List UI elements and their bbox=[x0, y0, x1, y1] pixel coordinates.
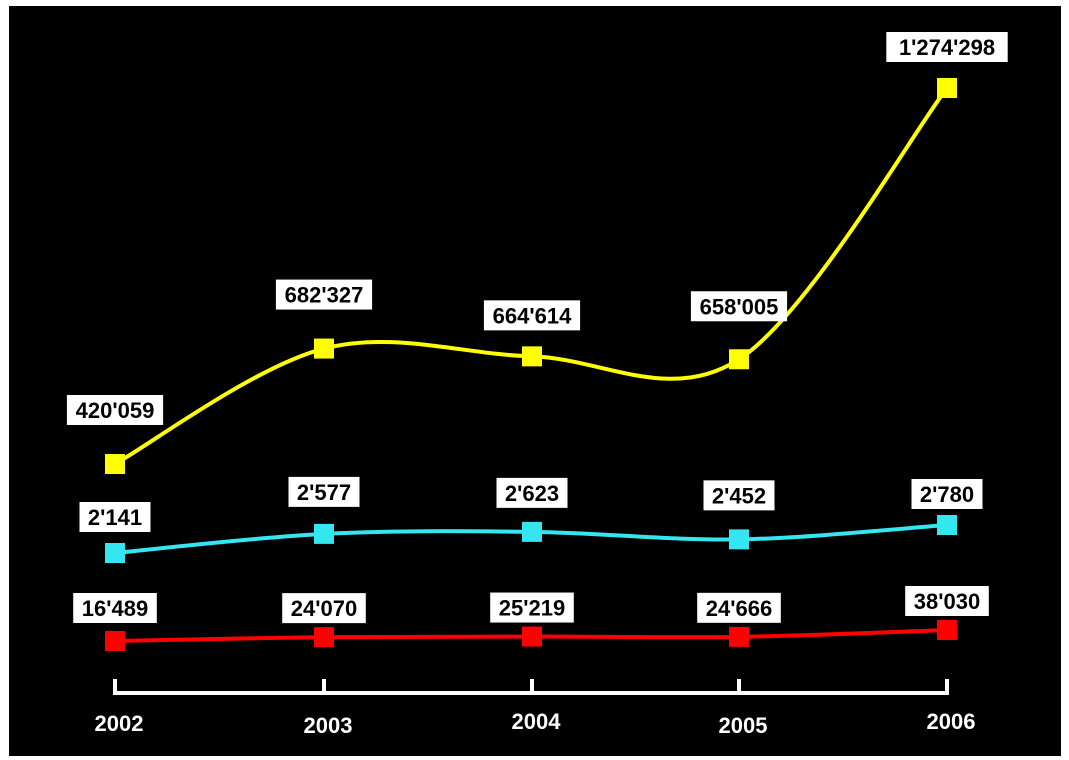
line-chart: 420'059 682'327 664'614 658'005 1'274'298 2'1… bbox=[66, 32, 1008, 738]
series-3-marker bbox=[105, 631, 125, 651]
series-2-marker bbox=[314, 523, 334, 544]
series-3-marker bbox=[729, 626, 749, 647]
data-label: 16'489 bbox=[82, 596, 148, 621]
data-label-background bbox=[288, 476, 360, 507]
series-3-marker bbox=[937, 620, 957, 640]
data-label: 664'614 bbox=[493, 303, 572, 328]
series-1-marker bbox=[937, 78, 957, 98]
data-label: 682'327 bbox=[285, 283, 364, 308]
data-label: 658'005 bbox=[700, 294, 779, 319]
data-label: 2'623 bbox=[505, 481, 559, 506]
data-label: 24'070 bbox=[291, 596, 357, 621]
x-tick-label: 2006 bbox=[927, 709, 976, 734]
series-2-marker bbox=[729, 529, 749, 550]
series-1-marker bbox=[522, 346, 542, 367]
data-label-background bbox=[73, 593, 157, 623]
series-2-marker bbox=[522, 521, 542, 542]
series-1-line bbox=[114, 86, 949, 466]
data-label-background bbox=[483, 300, 581, 331]
data-label-background bbox=[79, 502, 151, 532]
x-tick-label: 2005 bbox=[719, 713, 768, 738]
data-label: 25'219 bbox=[499, 596, 565, 621]
data-label: 2'452 bbox=[712, 483, 766, 508]
data-label-background bbox=[703, 480, 775, 511]
chart-frame: 420'059 682'327 664'614 658'005 1'274'298 2'1… bbox=[9, 6, 1061, 756]
data-label: 2'577 bbox=[297, 480, 351, 505]
data-label-background bbox=[275, 279, 373, 310]
x-tick-label: 2004 bbox=[512, 709, 562, 734]
series-2-marker bbox=[937, 515, 957, 535]
x-tick-label: 2002 bbox=[95, 711, 144, 736]
data-label-background bbox=[905, 586, 989, 616]
data-label-background bbox=[886, 32, 1008, 62]
series-3-marker bbox=[522, 626, 542, 647]
data-label-background bbox=[490, 592, 574, 623]
data-label-background bbox=[697, 592, 781, 623]
x-tick-label: 2003 bbox=[304, 713, 353, 738]
data-label: 2'780 bbox=[920, 482, 974, 507]
series-3-marker bbox=[314, 627, 334, 648]
data-label-background bbox=[496, 477, 568, 508]
data-label-background bbox=[690, 291, 788, 322]
series-2-marker bbox=[105, 543, 125, 563]
data-label: 38'030 bbox=[914, 589, 980, 614]
data-label-background bbox=[911, 479, 983, 509]
series-1-marker bbox=[314, 338, 334, 359]
data-label: 2'141 bbox=[88, 505, 142, 530]
data-label-background bbox=[282, 593, 366, 624]
series-1-marker bbox=[729, 349, 749, 370]
data-label: 1'274'298 bbox=[899, 35, 995, 60]
data-label: 24'666 bbox=[706, 596, 772, 621]
data-label: 420'059 bbox=[76, 398, 155, 423]
data-label-background bbox=[66, 395, 164, 425]
series-1-marker bbox=[105, 454, 125, 474]
